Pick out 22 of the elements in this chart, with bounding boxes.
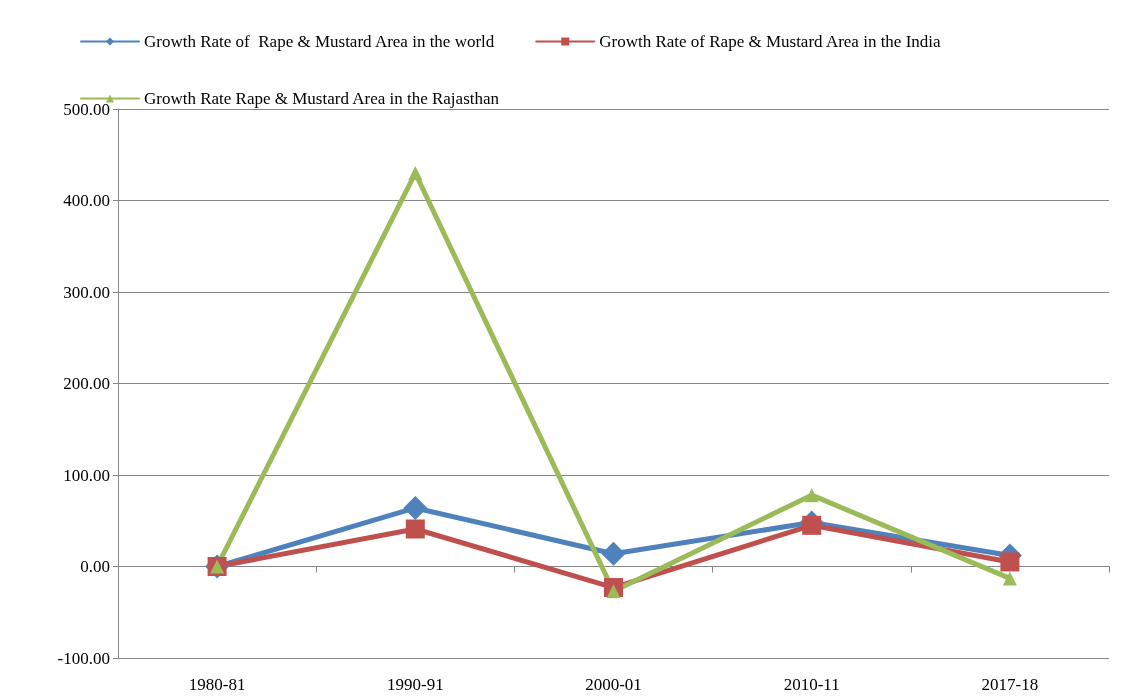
legend-label: Growth Rate of Rape & Mustard Area in the India bbox=[599, 32, 942, 51]
y-tick-label: 200.00 bbox=[63, 374, 110, 393]
x-tick-label: 2000-01 bbox=[585, 675, 642, 694]
point bbox=[804, 488, 819, 503]
y-tick-label: 100.00 bbox=[63, 465, 110, 485]
point bbox=[1000, 552, 1020, 572]
point bbox=[403, 495, 428, 520]
point bbox=[405, 519, 425, 539]
x-tick-label: 1990-91 bbox=[386, 675, 444, 694]
x-tick-label: 2017-18 bbox=[981, 675, 1039, 694]
y-tick-label: 300.00 bbox=[63, 282, 110, 302]
point bbox=[1002, 571, 1017, 586]
legend-label: Growth Rate of Rape & Mustard Area in the world bbox=[144, 32, 495, 51]
y-tick-label: 400.00 bbox=[63, 191, 110, 210]
y-tick-label: 500.00 bbox=[63, 99, 110, 119]
x-tick-label: 2010-11 bbox=[783, 675, 840, 694]
point bbox=[601, 541, 626, 566]
x-tick-label: 1980-81 bbox=[188, 675, 246, 694]
legend-label: Growth Rate Rape & Mustard Area in the Rajasthan bbox=[144, 89, 500, 108]
y-tick-label: -100.00 bbox=[57, 648, 110, 668]
point bbox=[408, 166, 423, 181]
y-tick-label: 0.00 bbox=[80, 557, 110, 576]
